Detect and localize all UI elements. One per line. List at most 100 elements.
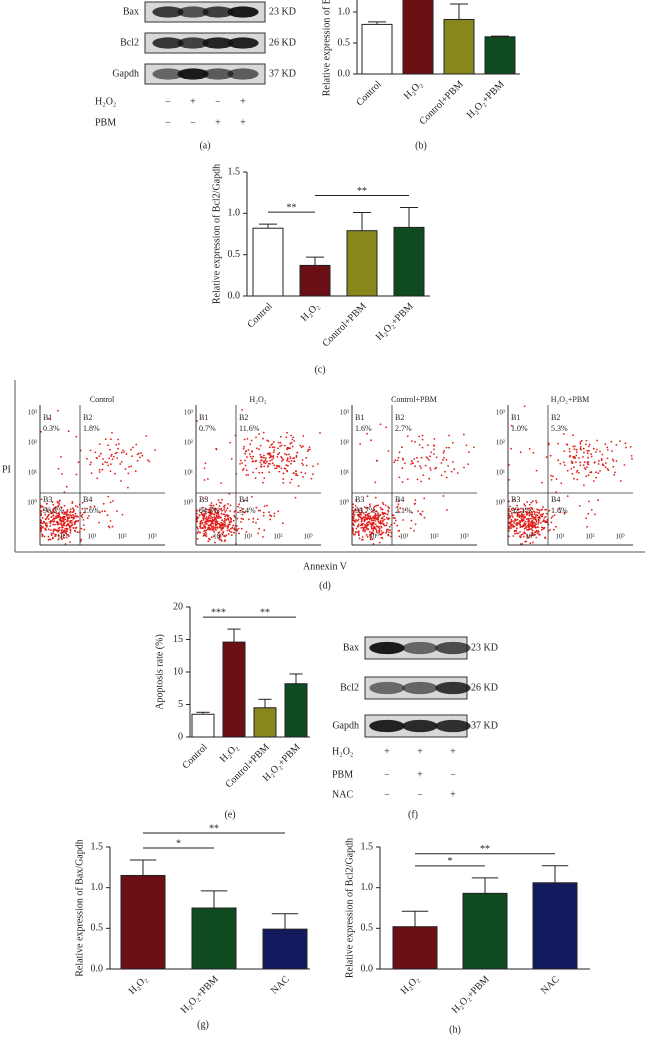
event-dot (357, 508, 359, 510)
event-dot (41, 505, 44, 508)
event-dot (396, 459, 399, 462)
event-dot (90, 461, 92, 464)
event-dot (544, 515, 547, 518)
event-dot (273, 515, 276, 517)
event-dot (230, 531, 233, 533)
event-dot (289, 447, 291, 450)
event-dot (213, 530, 216, 533)
event-dot (75, 435, 78, 438)
event-dot (540, 526, 543, 529)
event-dot (375, 528, 377, 530)
event-dot (243, 445, 246, 448)
condition-sign: − (417, 789, 423, 800)
event-dot (215, 518, 217, 521)
event-dot (106, 461, 108, 464)
event-dot (583, 451, 585, 454)
event-dot (213, 507, 216, 510)
event-dot (601, 463, 604, 466)
event-dot (549, 454, 552, 457)
event-dot (421, 510, 424, 513)
event-dot (102, 502, 105, 505)
event-dot (280, 467, 283, 470)
event-dot (250, 495, 253, 498)
event-dot (531, 531, 533, 534)
event-dot (212, 535, 215, 537)
event-dot (575, 454, 578, 457)
y-tick-label: 20 (173, 601, 183, 612)
event-dot (236, 517, 239, 520)
event-dot (44, 524, 47, 527)
event-dot (597, 463, 600, 465)
event-dot (46, 502, 48, 505)
event-dot (357, 523, 360, 526)
event-dot (305, 456, 308, 459)
event-dot (228, 523, 231, 526)
event-dot (67, 430, 70, 433)
x-tick-label: Control+PBM (417, 79, 465, 127)
event-dot (590, 509, 593, 511)
event-dot (242, 518, 245, 521)
event-dot (524, 510, 527, 513)
y-tick-label: 10² (496, 439, 505, 447)
event-dot (109, 470, 112, 473)
event-dot (63, 516, 66, 518)
event-dot (551, 515, 554, 518)
event-dot (352, 517, 355, 519)
event-dot (510, 518, 513, 521)
event-dot (147, 459, 149, 461)
event-dot (63, 505, 66, 507)
event-dot (383, 518, 386, 521)
event-dot (72, 511, 75, 513)
event-dot (588, 449, 590, 452)
event-dot (374, 523, 377, 525)
event-dot (583, 467, 586, 469)
event-dot (374, 516, 377, 518)
protein-label: Bcl2 (340, 682, 359, 693)
event-dot (293, 440, 296, 442)
event-dot (442, 459, 444, 461)
event-dot (210, 536, 213, 539)
event-dot (451, 441, 454, 444)
event-dot (606, 468, 609, 470)
event-dot (96, 457, 98, 460)
event-dot (211, 516, 214, 519)
event-dot (527, 519, 530, 521)
event-dot (513, 522, 515, 524)
event-dot (387, 518, 390, 521)
event-dot (205, 512, 207, 515)
x-tick-label: 10¹ (555, 533, 564, 541)
event-dot (222, 513, 225, 516)
y-axis-label: Apoptosis rate (%) (154, 634, 165, 710)
event-dot (222, 520, 225, 523)
event-dot (232, 519, 235, 522)
event-dot (374, 505, 376, 508)
event-dot (69, 508, 72, 510)
event-dot (360, 518, 363, 520)
event-dot (519, 514, 522, 517)
event-dot (588, 445, 590, 448)
event-dot (512, 508, 514, 510)
event-dot (53, 507, 56, 510)
event-dot (527, 529, 529, 531)
event-dot (520, 543, 522, 545)
event-dot (277, 510, 280, 513)
event-dot (585, 443, 587, 446)
event-dot (217, 514, 220, 516)
event-dot (512, 535, 515, 537)
event-dot (526, 513, 529, 516)
quadrant-name: B2 (551, 413, 560, 422)
y-tick-label: 10² (340, 439, 349, 447)
event-dot (64, 543, 67, 545)
y-tick-label: 1.5 (228, 166, 241, 177)
event-dot (221, 519, 224, 522)
event-dot (197, 516, 200, 519)
event-dot (418, 444, 421, 446)
event-dot (71, 501, 74, 503)
event-dot (145, 435, 148, 437)
band-size: 23 KD (471, 642, 498, 653)
event-dot (269, 514, 271, 516)
event-dot (555, 478, 558, 480)
event-dot (382, 513, 385, 515)
event-dot (230, 458, 233, 460)
event-dot (582, 447, 585, 450)
